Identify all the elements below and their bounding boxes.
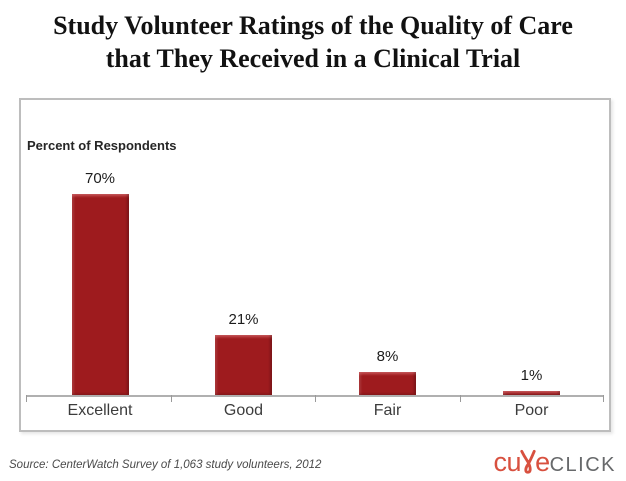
y-axis-label: Percent of Respondents bbox=[27, 138, 177, 153]
x-axis-label-fair: Fair bbox=[373, 402, 402, 419]
chart-title-line2: that They Received in a Clinical Trial bbox=[105, 44, 521, 73]
axis-tick bbox=[459, 395, 461, 402]
logo-text-red-suffix: e bbox=[535, 447, 550, 477]
axis-tick bbox=[315, 395, 316, 402]
bar-value-label-good: 21% bbox=[228, 311, 259, 328]
bar-poor bbox=[503, 391, 560, 395]
chart-title-line1: Study Volunteer Ratings of the Quality o… bbox=[53, 11, 573, 40]
chart-title: Study Volunteer Ratings of the Quality o… bbox=[0, 9, 626, 75]
axis-tick bbox=[603, 395, 604, 402]
axis-tick bbox=[26, 395, 27, 402]
bar-value-label-fair: 8% bbox=[376, 348, 399, 365]
logo-ribbon-icon bbox=[520, 449, 536, 474]
bar-value-label-excellent: 70% bbox=[84, 170, 116, 187]
bar-value-label-poor: 1% bbox=[520, 367, 543, 384]
bar-fair bbox=[359, 372, 416, 395]
x-axis-label-poor: Poor bbox=[514, 402, 549, 419]
x-axis-label-good: Good bbox=[223, 402, 264, 419]
logo-text-red-prefix: cu bbox=[493, 447, 522, 477]
bar-excellent bbox=[71, 194, 129, 395]
x-axis-label-excellent: Excellent bbox=[67, 402, 133, 419]
chart-frame: Percent of Respondents 70% Excellent 21% Go… bbox=[19, 98, 611, 432]
brand-logo: cu e CLICK bbox=[480, 443, 616, 477]
plot-area: 70% Excellent 21% Good 8% Fair 1% Poor bbox=[21, 100, 609, 430]
logo-text-gray: CLICK bbox=[549, 454, 616, 476]
bar-good bbox=[215, 335, 272, 395]
axis-tick bbox=[170, 395, 172, 402]
source-attribution: Source: CenterWatch Survey of 1,063 stud… bbox=[9, 459, 322, 471]
